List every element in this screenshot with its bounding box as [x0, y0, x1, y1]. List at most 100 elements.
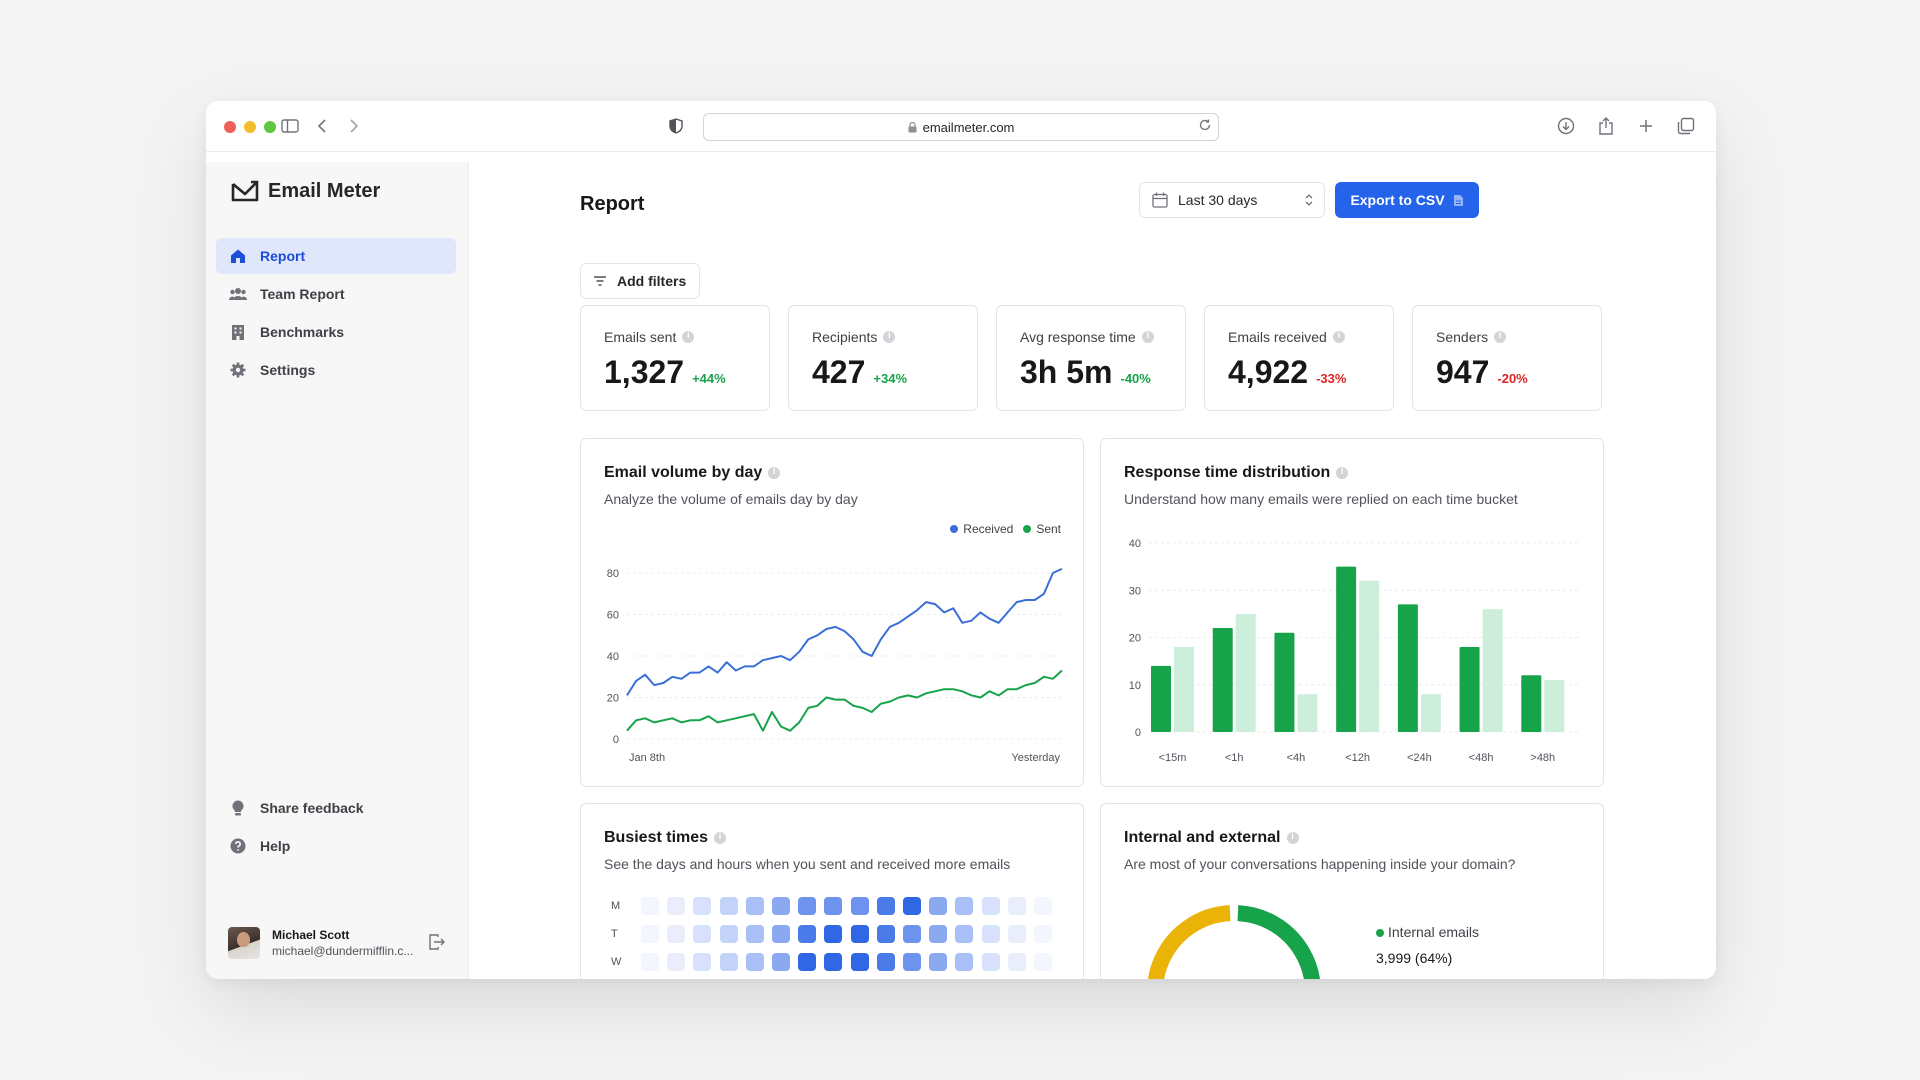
heatmap-cell[interactable]: [798, 953, 817, 971]
info-icon[interactable]: [1494, 330, 1507, 343]
heatmap-cell[interactable]: [903, 953, 921, 971]
heatmap-cell[interactable]: [745, 925, 764, 943]
series-line-received: [626, 567, 1063, 696]
info-icon[interactable]: [1332, 330, 1345, 343]
heatmap-cell[interactable]: [719, 897, 738, 915]
heatmap-cell[interactable]: [641, 897, 659, 915]
info-icon[interactable]: [1286, 831, 1299, 844]
heatmap-cell[interactable]: [745, 897, 764, 915]
heatmap-cell[interactable]: [876, 897, 895, 915]
minimize-window-button[interactable]: [244, 121, 256, 133]
heatmap-cell[interactable]: [719, 953, 738, 971]
heatmap-cell[interactable]: [798, 897, 817, 915]
heatmap-cell[interactable]: [641, 925, 659, 943]
heatmap-cell[interactable]: [693, 897, 712, 915]
stat-value-wrap: 427 +34%: [812, 354, 907, 391]
info-icon[interactable]: [714, 831, 727, 844]
heatmap-cell[interactable]: [1034, 925, 1052, 943]
heatmap-cell[interactable]: [876, 953, 895, 971]
heatmap-cell[interactable]: [955, 925, 974, 943]
tabs-overview-icon[interactable]: [1674, 114, 1698, 138]
sidebar-item-benchmarks[interactable]: Benchmarks: [216, 314, 456, 350]
heatmap-cell[interactable]: [693, 953, 712, 971]
reload-icon[interactable]: [1198, 118, 1212, 132]
info-icon[interactable]: [1141, 330, 1154, 343]
heatmap-cell[interactable]: [824, 925, 843, 943]
maximize-window-button[interactable]: [264, 121, 276, 133]
heatmap-cell[interactable]: [772, 897, 790, 915]
heatmap-cell[interactable]: [824, 953, 843, 971]
heatmap-cell[interactable]: [667, 953, 686, 971]
download-icon[interactable]: [1554, 114, 1578, 138]
heatmap-cell[interactable]: [955, 897, 974, 915]
heatmap-cell[interactable]: [1007, 953, 1026, 971]
heatmap-cell[interactable]: [981, 925, 1000, 943]
sidebar-toggle-icon[interactable]: [278, 114, 302, 138]
heatmap-cell[interactable]: [824, 897, 843, 915]
heatmap-cell[interactable]: [850, 897, 869, 915]
card-title-wrap: Internal and external: [1124, 829, 1299, 847]
date-range-value: Last 30 days: [1178, 192, 1258, 208]
heatmap-cell[interactable]: [876, 925, 895, 943]
info-icon[interactable]: [682, 330, 695, 343]
gear-icon: [228, 360, 248, 380]
heatmap-cell[interactable]: [1034, 953, 1052, 971]
sidebar: Email Meter Report Team Report Benchmark…: [206, 162, 469, 979]
y-tick-label: 40: [607, 651, 619, 663]
stat-change: +34%: [873, 371, 908, 386]
heatmap-cell[interactable]: [981, 953, 1000, 971]
bar-primary: [1274, 632, 1295, 732]
heatmap-cell[interactable]: [850, 925, 869, 943]
info-icon[interactable]: [768, 466, 781, 479]
heatmap-cell[interactable]: [772, 953, 790, 971]
heatmap-cell[interactable]: [667, 925, 686, 943]
sidebar-item-settings[interactable]: Settings: [216, 352, 456, 388]
heatmap-cell[interactable]: [719, 925, 738, 943]
internal-external-donut-chart: [1148, 905, 1320, 979]
heatmap-cell[interactable]: [1007, 925, 1026, 943]
forward-icon[interactable]: [342, 114, 366, 138]
sidebar-item-team-report[interactable]: Team Report: [216, 276, 456, 312]
address-bar[interactable]: emailmeter.com: [703, 113, 1219, 141]
app-logo[interactable]: Email Meter: [230, 179, 380, 203]
heatmap-cell[interactable]: [929, 925, 948, 943]
heatmap-cell[interactable]: [798, 925, 817, 943]
heatmap-cell[interactable]: [850, 953, 869, 971]
x-tick-label: <12h: [1345, 752, 1370, 764]
heatmap-cell[interactable]: [955, 953, 974, 971]
heatmap-cell[interactable]: [929, 953, 948, 971]
heatmap-cell[interactable]: [903, 925, 921, 943]
heatmap-cell[interactable]: [667, 897, 686, 915]
back-icon[interactable]: [310, 114, 334, 138]
stat-card-emails-received: Emails received 4,922 -33%: [1204, 305, 1394, 411]
logout-icon[interactable]: [428, 933, 446, 951]
sidebar-item-report[interactable]: Report: [216, 238, 456, 274]
heatmap-cell[interactable]: [772, 925, 790, 943]
heatmap-cell[interactable]: [641, 953, 659, 971]
info-icon[interactable]: [1336, 466, 1349, 479]
date-range-select[interactable]: Last 30 days: [1139, 182, 1325, 218]
share-feedback-link[interactable]: Share feedback: [216, 790, 456, 826]
heatmap-cell[interactable]: [745, 953, 764, 971]
heatmap-cell[interactable]: [929, 897, 948, 915]
heatmap-cell[interactable]: [1034, 897, 1052, 915]
heatmap-cell[interactable]: [903, 897, 921, 915]
file-icon: [1453, 194, 1463, 206]
heatmap-cell[interactable]: [693, 925, 712, 943]
privacy-shield-icon[interactable]: [664, 114, 688, 138]
info-icon[interactable]: [883, 330, 896, 343]
export-csv-label: Export to CSV: [1350, 192, 1445, 208]
heatmap-cell[interactable]: [981, 897, 1000, 915]
bar-primary: [1336, 566, 1357, 732]
add-filters-button[interactable]: Add filters: [580, 263, 700, 299]
stat-card-recipients: Recipients 427 +34%: [788, 305, 978, 411]
heatmap-cell[interactable]: [1007, 897, 1026, 915]
user-profile[interactable]: Michael Scott michael@dundermifflin.c...: [228, 925, 458, 961]
new-tab-icon[interactable]: [1634, 114, 1658, 138]
close-window-button[interactable]: [224, 121, 236, 133]
card-title: Busiest times: [604, 829, 709, 846]
sidebar-item-label: Benchmarks: [260, 324, 345, 340]
share-icon[interactable]: [1594, 114, 1618, 138]
help-link[interactable]: Help: [216, 828, 456, 864]
export-csv-button[interactable]: Export to CSV: [1335, 182, 1479, 218]
